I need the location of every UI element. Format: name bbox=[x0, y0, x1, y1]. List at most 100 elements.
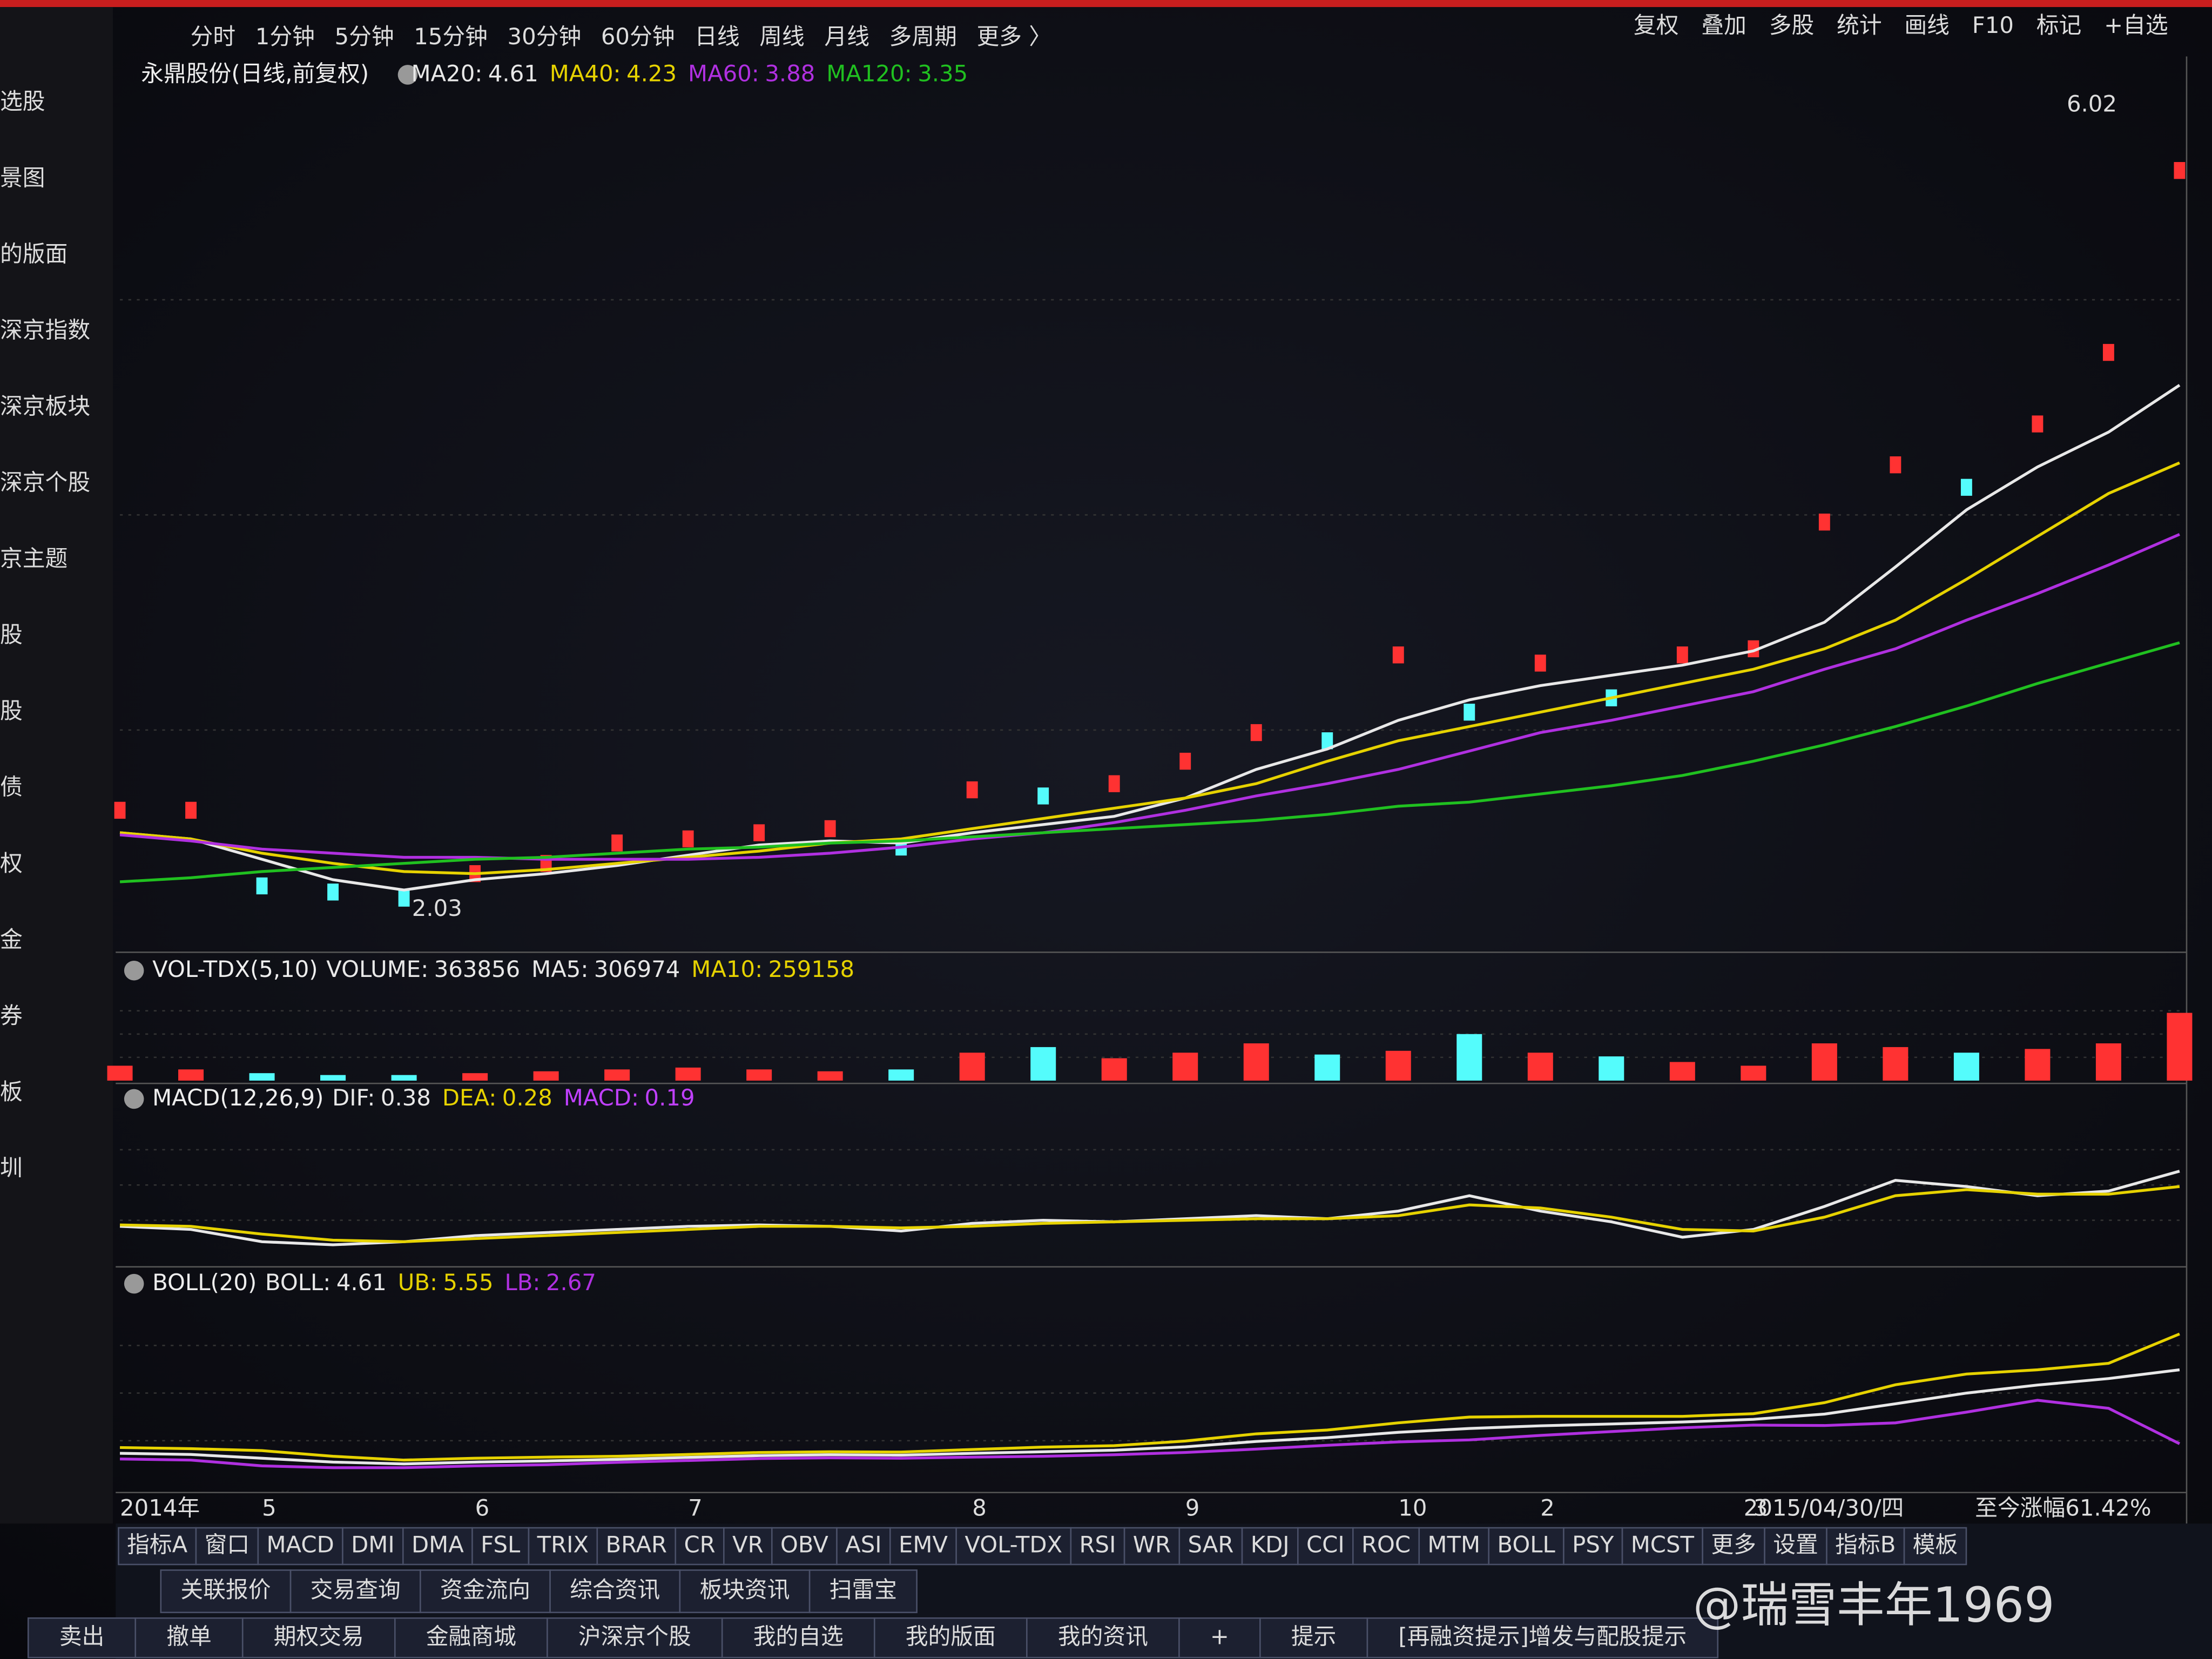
tool-button[interactable]: 复权 bbox=[1634, 12, 1679, 38]
candle bbox=[1464, 704, 1475, 721]
legend-value: 3.88 bbox=[765, 60, 815, 86]
tab[interactable]: 撤单 bbox=[134, 1617, 244, 1658]
sidebar-item[interactable]: 股 bbox=[0, 622, 23, 648]
tab[interactable]: KDJ bbox=[1241, 1527, 1299, 1566]
tab-label: 卖出 bbox=[59, 1623, 105, 1649]
tool-button[interactable]: 统计 bbox=[1837, 12, 1882, 38]
sidebar-item[interactable]: 圳 bbox=[0, 1155, 23, 1181]
legend-value: 3.35 bbox=[918, 60, 968, 86]
tab[interactable]: 卖出 bbox=[27, 1617, 137, 1658]
volume-bar bbox=[1101, 1058, 1127, 1081]
tab-label: 我的版面 bbox=[906, 1623, 996, 1649]
tab[interactable]: [再融资提示]增发与配股提示 bbox=[1366, 1617, 1719, 1658]
tab[interactable]: + bbox=[1178, 1617, 1261, 1658]
sidebar-item[interactable]: 的版面 bbox=[0, 240, 68, 267]
tab[interactable]: 模板 bbox=[1903, 1527, 1967, 1566]
candle bbox=[966, 781, 978, 799]
tool-button[interactable]: F10 bbox=[1972, 12, 2014, 38]
period-tab[interactable]: 60分钟 bbox=[601, 23, 675, 50]
tab[interactable]: PSY bbox=[1563, 1527, 1623, 1566]
period-tab[interactable]: 1分钟 bbox=[255, 23, 315, 50]
tool-button[interactable]: +自选 bbox=[2104, 12, 2168, 38]
sidebar-item[interactable]: 金 bbox=[0, 926, 23, 953]
tab[interactable]: 关联报价 bbox=[160, 1569, 292, 1614]
tab[interactable]: VR bbox=[723, 1527, 773, 1566]
sidebar-item[interactable]: 深京个股 bbox=[0, 469, 90, 496]
period-tab[interactable]: 5分钟 bbox=[335, 23, 394, 50]
tab[interactable]: CCI bbox=[1297, 1527, 1354, 1566]
tab[interactable]: 期权交易 bbox=[241, 1617, 396, 1658]
tab[interactable]: ASI bbox=[836, 1527, 891, 1566]
tab[interactable]: WR bbox=[1123, 1527, 1181, 1566]
sidebar-item[interactable]: 债 bbox=[0, 774, 23, 800]
volume-bar bbox=[1811, 1043, 1837, 1081]
period-tab[interactable]: 周线 bbox=[759, 23, 805, 50]
sidebar-item[interactable]: 深京板块 bbox=[0, 393, 90, 419]
tab[interactable]: 综合资讯 bbox=[549, 1569, 681, 1614]
candle bbox=[753, 824, 765, 841]
tool-button[interactable]: 叠加 bbox=[1701, 12, 1746, 38]
tab[interactable]: 扫雷宝 bbox=[808, 1569, 918, 1614]
tab[interactable]: 交易查询 bbox=[289, 1569, 421, 1614]
tab[interactable]: 板块资讯 bbox=[679, 1569, 811, 1614]
sidebar-item[interactable]: 板 bbox=[0, 1078, 23, 1105]
period-tab[interactable]: 分时 bbox=[191, 23, 236, 50]
tab[interactable]: 指标A bbox=[118, 1527, 197, 1566]
tab-label: BRAR bbox=[605, 1532, 667, 1558]
tab[interactable]: 设置 bbox=[1764, 1527, 1827, 1566]
tab[interactable]: ROC bbox=[1352, 1527, 1420, 1566]
tool-button[interactable]: 标记 bbox=[2036, 12, 2082, 38]
sidebar-item[interactable]: 选股 bbox=[0, 88, 45, 114]
volume-bar bbox=[604, 1069, 630, 1081]
tab[interactable]: 更多 bbox=[1702, 1527, 1765, 1566]
tab[interactable]: RSI bbox=[1070, 1527, 1125, 1566]
tool-button[interactable]: 多股 bbox=[1769, 12, 1815, 38]
tab[interactable]: 指标B bbox=[1826, 1527, 1905, 1566]
tab[interactable]: BRAR bbox=[596, 1527, 677, 1566]
tab[interactable]: 沪深京个股 bbox=[547, 1617, 723, 1658]
panel-icon bbox=[124, 960, 144, 981]
sidebar-item[interactable]: 券 bbox=[0, 1002, 23, 1029]
tab[interactable]: 资金流向 bbox=[420, 1569, 551, 1614]
candle bbox=[1321, 732, 1333, 750]
sidebar-item[interactable]: 景图 bbox=[0, 164, 45, 191]
tab[interactable]: VOL-TDX bbox=[955, 1527, 1072, 1566]
tab[interactable]: DMI bbox=[342, 1527, 404, 1566]
sidebar-item[interactable]: 京主题 bbox=[0, 545, 68, 572]
tab[interactable]: 我的资讯 bbox=[1026, 1617, 1180, 1658]
period-tab[interactable]: 更多 〉 bbox=[976, 23, 1051, 50]
tab[interactable]: SAR bbox=[1178, 1527, 1243, 1566]
candle bbox=[185, 801, 197, 819]
indicator-line bbox=[119, 1368, 2180, 1466]
tab-label: 我的资讯 bbox=[1058, 1623, 1148, 1649]
legend-value: 2.67 bbox=[546, 1269, 596, 1296]
period-tab[interactable]: 日线 bbox=[694, 23, 740, 50]
indicator-line bbox=[119, 641, 2180, 884]
tab[interactable]: 我的版面 bbox=[873, 1617, 1028, 1658]
period-tab[interactable]: 30分钟 bbox=[508, 23, 582, 50]
tab[interactable]: MTM bbox=[1418, 1527, 1490, 1566]
indicator-line bbox=[119, 383, 2181, 892]
tab[interactable]: 我的自选 bbox=[721, 1617, 875, 1658]
tab[interactable]: BOLL bbox=[1488, 1527, 1564, 1566]
tab[interactable]: FSL bbox=[471, 1527, 530, 1566]
tab[interactable]: MACD bbox=[257, 1527, 343, 1566]
period-tab[interactable]: 多周期 bbox=[889, 23, 957, 50]
candle bbox=[398, 889, 410, 907]
tool-button[interactable]: 画线 bbox=[1904, 12, 1950, 38]
tab[interactable]: 提示 bbox=[1259, 1617, 1368, 1658]
tab[interactable]: CR bbox=[675, 1527, 725, 1566]
tab[interactable]: 窗口 bbox=[195, 1527, 259, 1566]
sidebar-item[interactable]: 权 bbox=[0, 850, 23, 876]
tab[interactable]: DMA bbox=[402, 1527, 473, 1566]
volume-bar bbox=[2025, 1049, 2051, 1081]
sidebar-item[interactable]: 股 bbox=[0, 698, 23, 724]
tab[interactable]: MCST bbox=[1621, 1527, 1703, 1566]
tab[interactable]: TRIX bbox=[528, 1527, 598, 1566]
tab[interactable]: 金融商城 bbox=[394, 1617, 548, 1658]
period-tab[interactable]: 月线 bbox=[824, 23, 869, 50]
tab[interactable]: EMV bbox=[889, 1527, 957, 1566]
sidebar-item[interactable]: 深京指数 bbox=[0, 316, 90, 343]
period-tab[interactable]: 15分钟 bbox=[414, 23, 488, 50]
tab[interactable]: OBV bbox=[771, 1527, 838, 1566]
